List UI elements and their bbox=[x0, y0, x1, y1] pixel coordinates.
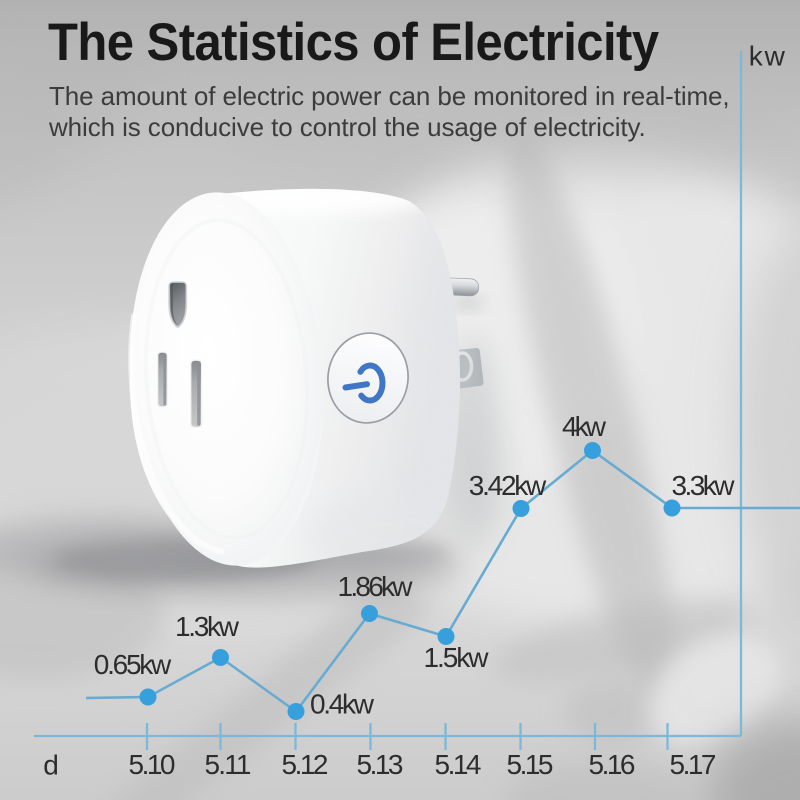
svg-text:5.14: 5.14 bbox=[435, 749, 482, 780]
svg-text:5.10: 5.10 bbox=[129, 749, 176, 780]
svg-text:3.42kw: 3.42kw bbox=[469, 470, 547, 501]
svg-text:5.12: 5.12 bbox=[282, 749, 329, 780]
svg-text:4kw: 4kw bbox=[562, 411, 607, 442]
svg-text:1.86kw: 1.86kw bbox=[338, 571, 414, 602]
svg-text:3.3kw: 3.3kw bbox=[672, 470, 736, 501]
svg-text:5.15: 5.15 bbox=[507, 749, 554, 780]
svg-text:5.17: 5.17 bbox=[670, 749, 717, 780]
svg-text:1.5kw: 1.5kw bbox=[424, 642, 490, 673]
svg-text:5.16: 5.16 bbox=[589, 749, 636, 780]
svg-text:0.65kw: 0.65kw bbox=[94, 649, 172, 680]
svg-text:d: d bbox=[43, 750, 59, 781]
svg-text:kw: kw bbox=[749, 41, 786, 72]
svg-text:1.3kw: 1.3kw bbox=[175, 611, 240, 642]
svg-text:0.4kw: 0.4kw bbox=[310, 689, 375, 720]
svg-text:5.13: 5.13 bbox=[357, 749, 404, 780]
svg-text:5.11: 5.11 bbox=[205, 749, 252, 780]
